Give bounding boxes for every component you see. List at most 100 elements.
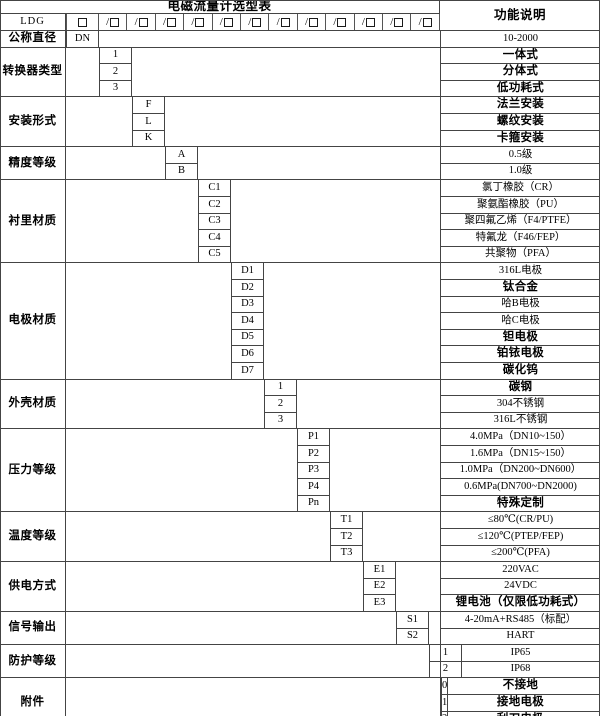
code-cell-8-2[interactable]: T3 xyxy=(330,545,363,563)
desc-text: 4.0MPa（DN10~150） xyxy=(469,430,572,442)
code-cell-7-2[interactable]: P3 xyxy=(297,462,330,480)
model-slot-1[interactable]: / xyxy=(99,14,128,31)
code-cell-4-4[interactable]: C5 xyxy=(198,246,231,264)
desc-cell-12-1: 接地电极 xyxy=(440,695,600,712)
checkbox-square-icon xyxy=(309,18,319,27)
code-cell-4-3[interactable]: C4 xyxy=(198,230,231,247)
code-cell-9-2[interactable]: E3 xyxy=(363,595,396,612)
desc-cell-12-0: 不接地 xyxy=(440,678,600,695)
row-spacer-left-6 xyxy=(66,380,264,430)
code-cell-5-5[interactable]: D6 xyxy=(231,346,264,363)
code-text: T2 xyxy=(340,530,353,542)
desc-text: 1.6MPa（DN15~150） xyxy=(469,447,572,459)
slash-glyph: / xyxy=(305,16,309,28)
code-cell-4-2[interactable]: C3 xyxy=(198,213,231,231)
desc-cell-10-0: 4-20mA+RS485（标配） xyxy=(440,612,600,629)
code-cell-7-3[interactable]: P4 xyxy=(297,479,330,496)
code-cell-5-1[interactable]: D2 xyxy=(231,280,264,297)
desc-cell-8-2: ≤200℃(PFA) xyxy=(440,545,600,563)
model-slot-3[interactable]: / xyxy=(156,14,185,31)
code-cell-9-0[interactable]: E1 xyxy=(363,562,396,579)
row-spacer-left-12 xyxy=(66,678,441,716)
desc-cell-1-1: 分体式 xyxy=(440,64,600,81)
code-cell-1-0[interactable]: 1 xyxy=(99,47,132,65)
model-slot-12[interactable]: / xyxy=(411,14,440,31)
code-cell-10-0[interactable]: S1 xyxy=(396,612,429,629)
checkbox-square-icon xyxy=(223,18,233,27)
model-slot-2[interactable]: / xyxy=(127,14,156,31)
desc-cell-5-0: 316L电极 xyxy=(440,263,600,280)
model-slot-5[interactable]: / xyxy=(213,14,242,31)
desc-text: 共聚物（PFA） xyxy=(485,248,556,260)
code-cell-7-0[interactable]: P1 xyxy=(297,429,330,446)
desc-header-label: 功能说明 xyxy=(493,7,546,22)
desc-text: IP68 xyxy=(510,663,531,675)
code-cell-2-1[interactable]: L xyxy=(132,114,165,131)
slash-glyph: / xyxy=(248,16,252,28)
code-cell-2-0[interactable]: F xyxy=(132,97,165,114)
model-slot-7[interactable]: / xyxy=(269,14,298,31)
code-cell-0-0[interactable]: DN xyxy=(66,31,99,48)
code-cell-8-1[interactable]: T2 xyxy=(330,529,363,546)
code-text: 2 xyxy=(112,65,119,77)
code-cell-8-0[interactable]: T1 xyxy=(330,512,363,529)
code-cell-6-1[interactable]: 2 xyxy=(264,396,297,413)
code-cell-3-1[interactable]: B xyxy=(165,163,198,181)
row-label-text: 转换器类型 xyxy=(2,65,63,78)
slash-glyph: / xyxy=(390,16,394,28)
slash-glyph: / xyxy=(162,16,167,28)
code-cell-5-0[interactable]: D1 xyxy=(231,263,264,280)
code-cell-12-2[interactable]: 2 xyxy=(441,711,449,716)
code-cell-6-0[interactable]: 1 xyxy=(264,379,297,397)
code-cell-1-2[interactable]: 3 xyxy=(99,80,132,98)
checkbox-square-icon xyxy=(422,18,432,27)
desc-text: 特殊定制 xyxy=(496,496,545,509)
desc-text: 220VAC xyxy=(502,563,539,575)
desc-text: 聚四氟乙烯（F4/PTFE） xyxy=(464,215,577,227)
code-text: E3 xyxy=(373,596,386,608)
code-cell-6-2[interactable]: 3 xyxy=(264,412,297,430)
code-cell-7-4[interactable]: Pn xyxy=(297,495,330,513)
code-cell-3-0[interactable]: A xyxy=(165,147,198,164)
row-spacer-left-11 xyxy=(66,645,429,679)
model-slot-10[interactable]: / xyxy=(355,14,384,31)
code-cell-5-4[interactable]: D5 xyxy=(231,329,264,347)
code-cell-9-1[interactable]: E2 xyxy=(363,578,396,596)
row-label-8: 温度等级 xyxy=(0,512,66,563)
code-cell-10-1[interactable]: S2 xyxy=(396,628,429,646)
code-cell-4-1[interactable]: C2 xyxy=(198,197,231,214)
code-text: E2 xyxy=(373,580,386,592)
code-text: D4 xyxy=(241,314,254,326)
code-cell-5-6[interactable]: D7 xyxy=(231,363,264,380)
model-slot-0[interactable] xyxy=(66,14,99,31)
model-prefix-label: LDG xyxy=(20,15,45,27)
checkbox-square-icon xyxy=(365,18,375,27)
model-slot-9[interactable]: / xyxy=(326,14,355,31)
desc-cell-4-4: 共聚物（PFA） xyxy=(440,246,600,264)
desc-text: 1.0级 xyxy=(508,165,533,177)
desc-text: 分体式 xyxy=(502,65,539,78)
model-slot-4[interactable]: / xyxy=(184,14,213,31)
code-text: D6 xyxy=(241,347,254,359)
code-cell-5-3[interactable]: D4 xyxy=(231,313,264,330)
checkbox-square-icon xyxy=(110,18,120,27)
code-cell-4-0[interactable]: C1 xyxy=(198,180,231,197)
model-slot-8[interactable]: / xyxy=(298,14,327,31)
model-slot-11[interactable]: / xyxy=(383,14,412,31)
desc-cell-8-0: ≤80℃(CR/PU) xyxy=(440,512,600,529)
slash-glyph: / xyxy=(333,16,337,28)
desc-text: IP65 xyxy=(510,646,531,658)
code-cell-1-1[interactable]: 2 xyxy=(99,64,132,81)
code-cell-5-2[interactable]: D3 xyxy=(231,296,264,314)
code-text: 3 xyxy=(112,82,119,94)
row-label-text: 安装形式 xyxy=(8,115,57,128)
code-cell-2-2[interactable]: K xyxy=(132,130,165,148)
desc-text: 碳钢 xyxy=(508,380,533,393)
code-cell-7-1[interactable]: P2 xyxy=(297,446,330,463)
model-slot-6[interactable]: / xyxy=(241,14,270,31)
desc-cell-3-1: 1.0级 xyxy=(440,163,600,181)
code-text: 0 xyxy=(442,679,448,691)
desc-text: 低功耗式 xyxy=(496,81,545,94)
desc-cell-9-0: 220VAC xyxy=(440,562,600,579)
